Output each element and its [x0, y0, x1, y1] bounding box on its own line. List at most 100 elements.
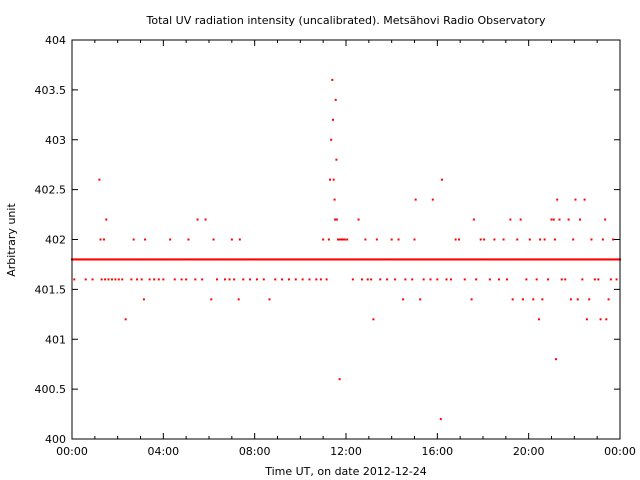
data-point	[445, 278, 448, 281]
data-point	[599, 318, 602, 321]
data-point	[331, 118, 334, 121]
data-point	[329, 178, 332, 181]
data-point	[204, 218, 207, 221]
y-tick-label: 403.5	[35, 84, 67, 97]
data-point	[142, 298, 145, 301]
chart-title: Total UV radiation intensity (uncalibrat…	[146, 14, 546, 27]
data-point	[132, 238, 135, 241]
data-point	[287, 278, 290, 281]
data-point	[333, 198, 336, 201]
data-point	[612, 238, 615, 241]
data-point	[370, 278, 373, 281]
data-point	[339, 238, 342, 241]
data-point	[185, 278, 188, 281]
data-point	[576, 298, 579, 301]
data-point	[564, 278, 567, 281]
y-tick-label: 400	[45, 433, 66, 446]
data-point	[615, 278, 618, 281]
y-tick-label: 402	[45, 234, 66, 247]
data-point	[511, 298, 514, 301]
data-point	[319, 278, 322, 281]
data-point	[505, 278, 508, 281]
data-point	[413, 238, 416, 241]
data-point	[331, 78, 334, 81]
data-point	[169, 238, 172, 241]
data-point	[327, 238, 330, 241]
data-point	[436, 278, 439, 281]
plot-frame	[71, 39, 621, 440]
data-point	[379, 278, 382, 281]
data-point	[588, 298, 591, 301]
x-tick-label: 00:00	[604, 445, 636, 458]
data-point	[121, 278, 124, 281]
data-point	[493, 238, 496, 241]
data-point	[502, 238, 505, 241]
data-point	[294, 278, 297, 281]
data-point	[439, 418, 442, 421]
x-tick-label: 00:00	[56, 445, 88, 458]
data-point	[124, 318, 127, 321]
data-point	[346, 238, 349, 241]
data-point	[547, 278, 550, 281]
data-point	[210, 298, 213, 301]
x-tick-label: 08:00	[239, 445, 271, 458]
data-point	[583, 198, 586, 201]
data-point	[541, 298, 544, 301]
data-point	[341, 238, 344, 241]
data-point	[605, 318, 608, 321]
data-point	[105, 218, 108, 221]
data-point	[375, 238, 378, 241]
data-point	[609, 278, 612, 281]
data-point	[590, 238, 593, 241]
data-point	[201, 278, 204, 281]
data-point	[215, 278, 218, 281]
data-point	[173, 278, 176, 281]
data-point	[255, 278, 258, 281]
data-point	[334, 218, 337, 221]
data-point	[144, 238, 147, 241]
data-point	[110, 278, 113, 281]
data-point	[440, 178, 443, 181]
data-point	[366, 278, 369, 281]
data-point	[114, 278, 117, 281]
data-point	[475, 278, 478, 281]
data-point	[107, 278, 110, 281]
data-point	[98, 178, 101, 181]
data-point	[567, 218, 570, 221]
data-point	[535, 278, 538, 281]
data-point	[521, 298, 524, 301]
data-point	[519, 218, 522, 221]
data-point	[237, 298, 240, 301]
data-point	[537, 318, 540, 321]
data-point	[372, 318, 375, 321]
data-point	[212, 238, 215, 241]
data-point	[581, 278, 584, 281]
y-tick-label: 404	[45, 34, 66, 47]
data-point	[342, 238, 345, 241]
data-point	[140, 278, 143, 281]
data-point	[528, 238, 531, 241]
data-point	[516, 238, 519, 241]
data-point	[574, 198, 577, 201]
data-point	[431, 198, 434, 201]
x-tick-label: 20:00	[513, 445, 545, 458]
data-point	[607, 298, 610, 301]
x-tick-label: 16:00	[421, 445, 453, 458]
data-point	[422, 278, 425, 281]
data-point	[463, 278, 466, 281]
data-point	[488, 278, 491, 281]
data-point	[601, 238, 604, 241]
data-point	[411, 278, 414, 281]
data-point	[454, 238, 457, 241]
data-point	[572, 238, 575, 241]
data-point	[242, 278, 245, 281]
data-point	[338, 238, 341, 241]
data-point	[402, 298, 405, 301]
data-point	[196, 218, 199, 221]
data-point	[338, 378, 341, 381]
data-point	[233, 278, 236, 281]
x-axis-label: Time UT, on date 2012-12-24	[264, 465, 427, 478]
data-point	[100, 278, 103, 281]
data-point	[274, 278, 277, 281]
